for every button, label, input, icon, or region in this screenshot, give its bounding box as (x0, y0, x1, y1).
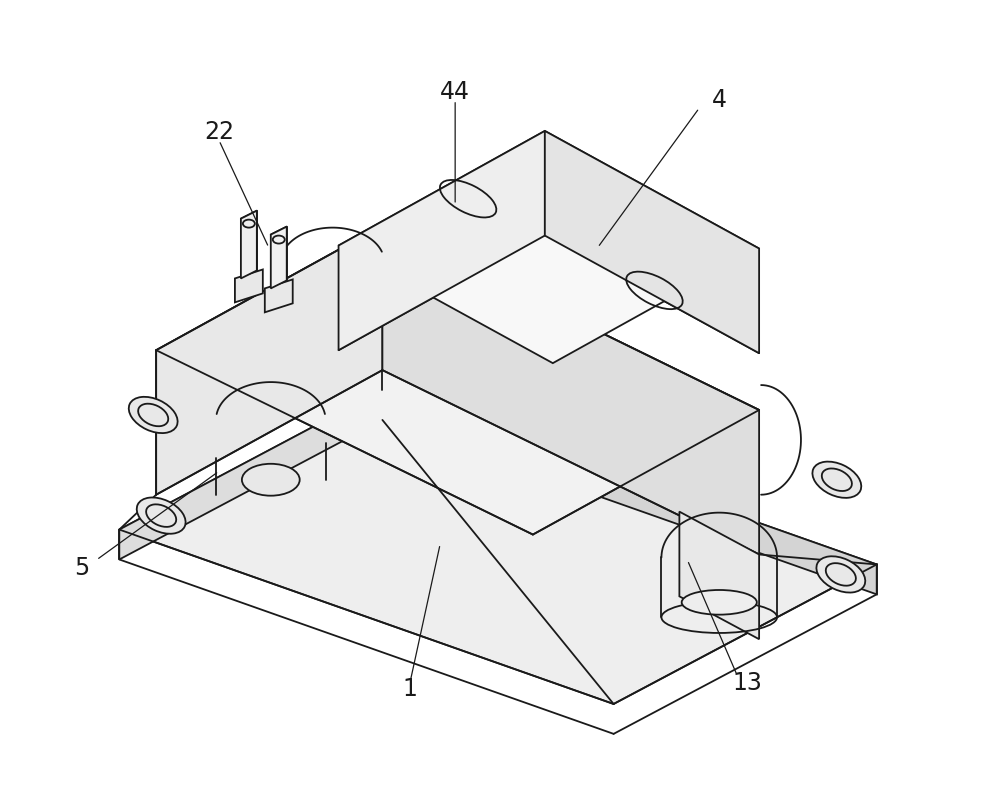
Ellipse shape (812, 462, 861, 498)
Ellipse shape (816, 556, 865, 593)
Polygon shape (156, 226, 382, 495)
Text: 13: 13 (732, 671, 762, 696)
Polygon shape (679, 512, 759, 639)
Ellipse shape (242, 464, 300, 496)
Polygon shape (265, 279, 293, 313)
Ellipse shape (137, 497, 186, 534)
Polygon shape (156, 226, 759, 535)
Polygon shape (339, 131, 545, 350)
Polygon shape (545, 131, 759, 353)
Ellipse shape (129, 397, 178, 433)
Text: 44: 44 (440, 80, 470, 104)
Polygon shape (339, 131, 759, 363)
Text: 1: 1 (403, 677, 418, 701)
Polygon shape (235, 270, 263, 302)
Polygon shape (382, 390, 877, 595)
Polygon shape (119, 390, 877, 704)
Text: 22: 22 (204, 120, 234, 144)
Polygon shape (119, 390, 382, 560)
Polygon shape (271, 227, 287, 288)
Ellipse shape (682, 590, 757, 615)
Polygon shape (241, 211, 257, 279)
Text: 4: 4 (712, 87, 727, 112)
Text: 5: 5 (74, 556, 89, 580)
Polygon shape (382, 226, 759, 555)
